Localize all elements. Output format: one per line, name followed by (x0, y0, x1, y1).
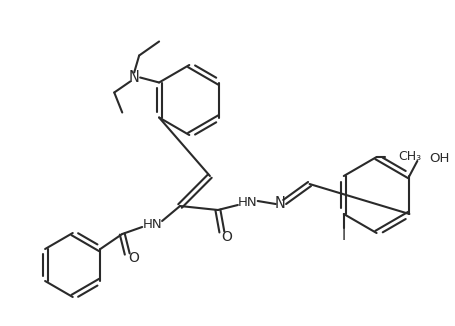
Text: N: N (129, 70, 140, 85)
Text: HN: HN (142, 217, 162, 230)
Text: HN: HN (238, 196, 258, 209)
Text: I: I (342, 228, 346, 243)
Text: OH: OH (430, 153, 450, 166)
Text: N: N (274, 197, 285, 212)
Text: O: O (128, 251, 139, 265)
Text: CH₃: CH₃ (399, 151, 422, 164)
Text: O: O (222, 230, 233, 244)
